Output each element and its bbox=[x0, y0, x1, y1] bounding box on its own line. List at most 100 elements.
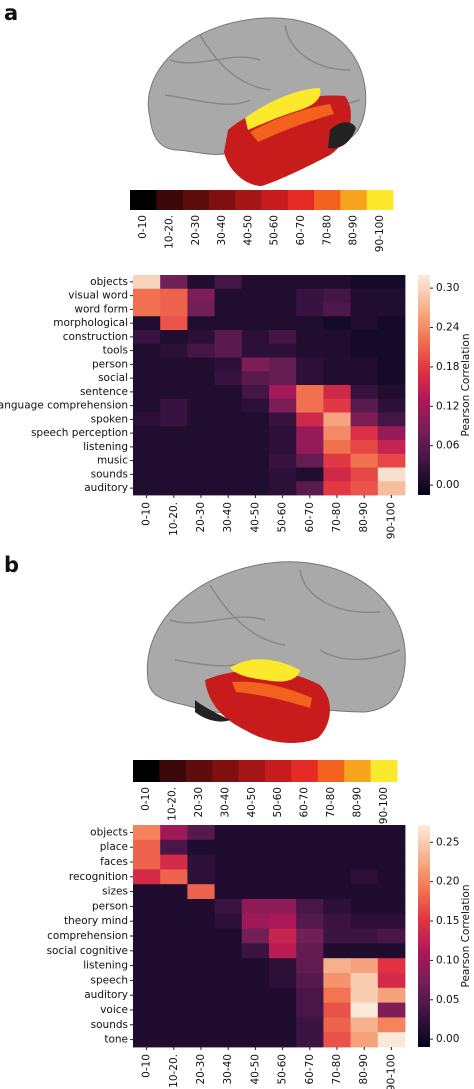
heatmap-cell bbox=[241, 839, 270, 855]
heatmap-cell bbox=[133, 958, 161, 974]
heatmap-cell bbox=[214, 943, 243, 959]
row-label: language comprehension bbox=[0, 400, 128, 412]
legend-label: 0-10 bbox=[140, 787, 152, 811]
heatmap-cell bbox=[214, 288, 243, 303]
heatmap-cell bbox=[214, 913, 243, 929]
colorbar-tick-label: 0.05 bbox=[436, 994, 459, 1006]
heatmap-cell bbox=[377, 854, 406, 870]
heatmap-cell bbox=[241, 426, 270, 441]
heatmap-cell bbox=[296, 275, 324, 290]
legend-swatch bbox=[340, 190, 368, 210]
heatmap-cell bbox=[269, 385, 297, 400]
heatmap-cell bbox=[350, 398, 379, 413]
heatmap-cell bbox=[350, 453, 379, 468]
heatmap-cell bbox=[214, 869, 243, 885]
heatmap-cell bbox=[377, 1017, 406, 1033]
heatmap-cell bbox=[214, 854, 243, 870]
heatmap-cell bbox=[160, 385, 188, 400]
heatmap-cell bbox=[187, 899, 215, 915]
heatmap-cell bbox=[350, 973, 379, 989]
heatmap-cell bbox=[214, 481, 243, 496]
heatmap-cell bbox=[269, 1032, 297, 1048]
heatmap-cell bbox=[377, 412, 406, 427]
brain-image bbox=[147, 17, 367, 186]
heatmap-cell bbox=[377, 839, 406, 855]
heatmap-cell bbox=[296, 854, 324, 870]
heatmap-cell bbox=[241, 467, 270, 482]
heatmap-cell bbox=[160, 440, 188, 455]
heatmap-cell bbox=[133, 275, 161, 290]
heatmap-cell bbox=[296, 943, 324, 959]
heatmap-cell bbox=[296, 481, 324, 496]
row-label: visual word bbox=[68, 290, 128, 302]
legend-label: 90-100 bbox=[378, 787, 390, 824]
heatmap-cell bbox=[350, 928, 379, 944]
legend-label: 40-50 bbox=[242, 215, 254, 246]
row-label: spoken bbox=[91, 413, 128, 425]
legend-swatch bbox=[291, 760, 319, 782]
heatmap-cell bbox=[377, 481, 406, 496]
heatmap-cell bbox=[160, 453, 188, 468]
heatmap-cell bbox=[133, 987, 161, 1003]
heatmap-cell bbox=[241, 440, 270, 455]
row-label: listening bbox=[83, 960, 128, 972]
row-label: comprehension bbox=[47, 930, 128, 942]
heatmap-cell bbox=[241, 385, 270, 400]
heatmap-cell bbox=[323, 357, 351, 372]
heatmap-cell bbox=[350, 467, 379, 482]
heatmap-cell bbox=[296, 398, 324, 413]
heatmap-cell bbox=[377, 899, 406, 915]
row-label: listening bbox=[83, 441, 128, 453]
heatmap-cell bbox=[133, 1002, 161, 1018]
heatmap-cell bbox=[214, 1032, 243, 1048]
heatmap-cell bbox=[323, 928, 351, 944]
heatmap-cell bbox=[377, 825, 406, 841]
heatmap-cell bbox=[323, 302, 351, 317]
heatmap-cell bbox=[214, 343, 243, 358]
colorbar-tick-label: 0.15 bbox=[436, 915, 459, 927]
legend-swatch bbox=[159, 760, 187, 782]
heatmap-cell bbox=[160, 943, 188, 959]
heatmap-cell bbox=[296, 987, 324, 1003]
row-label: sentence bbox=[80, 386, 128, 398]
heatmap-cell bbox=[187, 987, 215, 1003]
heatmap-cell bbox=[377, 987, 406, 1003]
heatmap-cell bbox=[241, 398, 270, 413]
heatmap-cell bbox=[377, 316, 406, 331]
colorbar-tick-label: 0.00 bbox=[436, 1033, 459, 1045]
heatmap-cell bbox=[133, 288, 161, 303]
heatmap-cell bbox=[214, 275, 243, 290]
heatmap-cell bbox=[133, 412, 161, 427]
heatmap-cell bbox=[269, 839, 297, 855]
heatmap-cell bbox=[323, 958, 351, 974]
legend-swatch bbox=[238, 760, 266, 782]
heatmap-cell bbox=[350, 357, 379, 372]
heatmap-cell bbox=[214, 899, 243, 915]
heatmap-cell bbox=[296, 302, 324, 317]
heatmap-cell bbox=[241, 1002, 270, 1018]
legend-label: 30-40 bbox=[219, 787, 231, 818]
colorbar bbox=[418, 275, 430, 495]
heatmap-cell bbox=[377, 973, 406, 989]
heatmap-cell bbox=[214, 973, 243, 989]
column-label: 40-50 bbox=[249, 502, 261, 533]
legend-swatch bbox=[235, 190, 262, 210]
heatmap-cell bbox=[323, 398, 351, 413]
row-label: sounds bbox=[91, 1019, 128, 1031]
heatmap-cell bbox=[296, 928, 324, 944]
heatmap-cell bbox=[269, 426, 297, 441]
heatmap-cell bbox=[377, 398, 406, 413]
row-label: theory mind bbox=[64, 915, 128, 927]
heatmap-cell bbox=[269, 958, 297, 974]
heatmap-cell bbox=[323, 453, 351, 468]
heatmap-cell bbox=[160, 398, 188, 413]
heatmap-cell bbox=[296, 357, 324, 372]
row-label: auditory bbox=[84, 482, 128, 494]
heatmap-cell bbox=[269, 412, 297, 427]
heatmap-cell bbox=[350, 1032, 379, 1048]
heatmap-cell bbox=[241, 288, 270, 303]
row-label: recognition bbox=[69, 871, 128, 883]
heatmap-cell bbox=[187, 884, 215, 900]
heatmap-cell bbox=[323, 913, 351, 929]
heatmap-cell bbox=[296, 958, 324, 974]
